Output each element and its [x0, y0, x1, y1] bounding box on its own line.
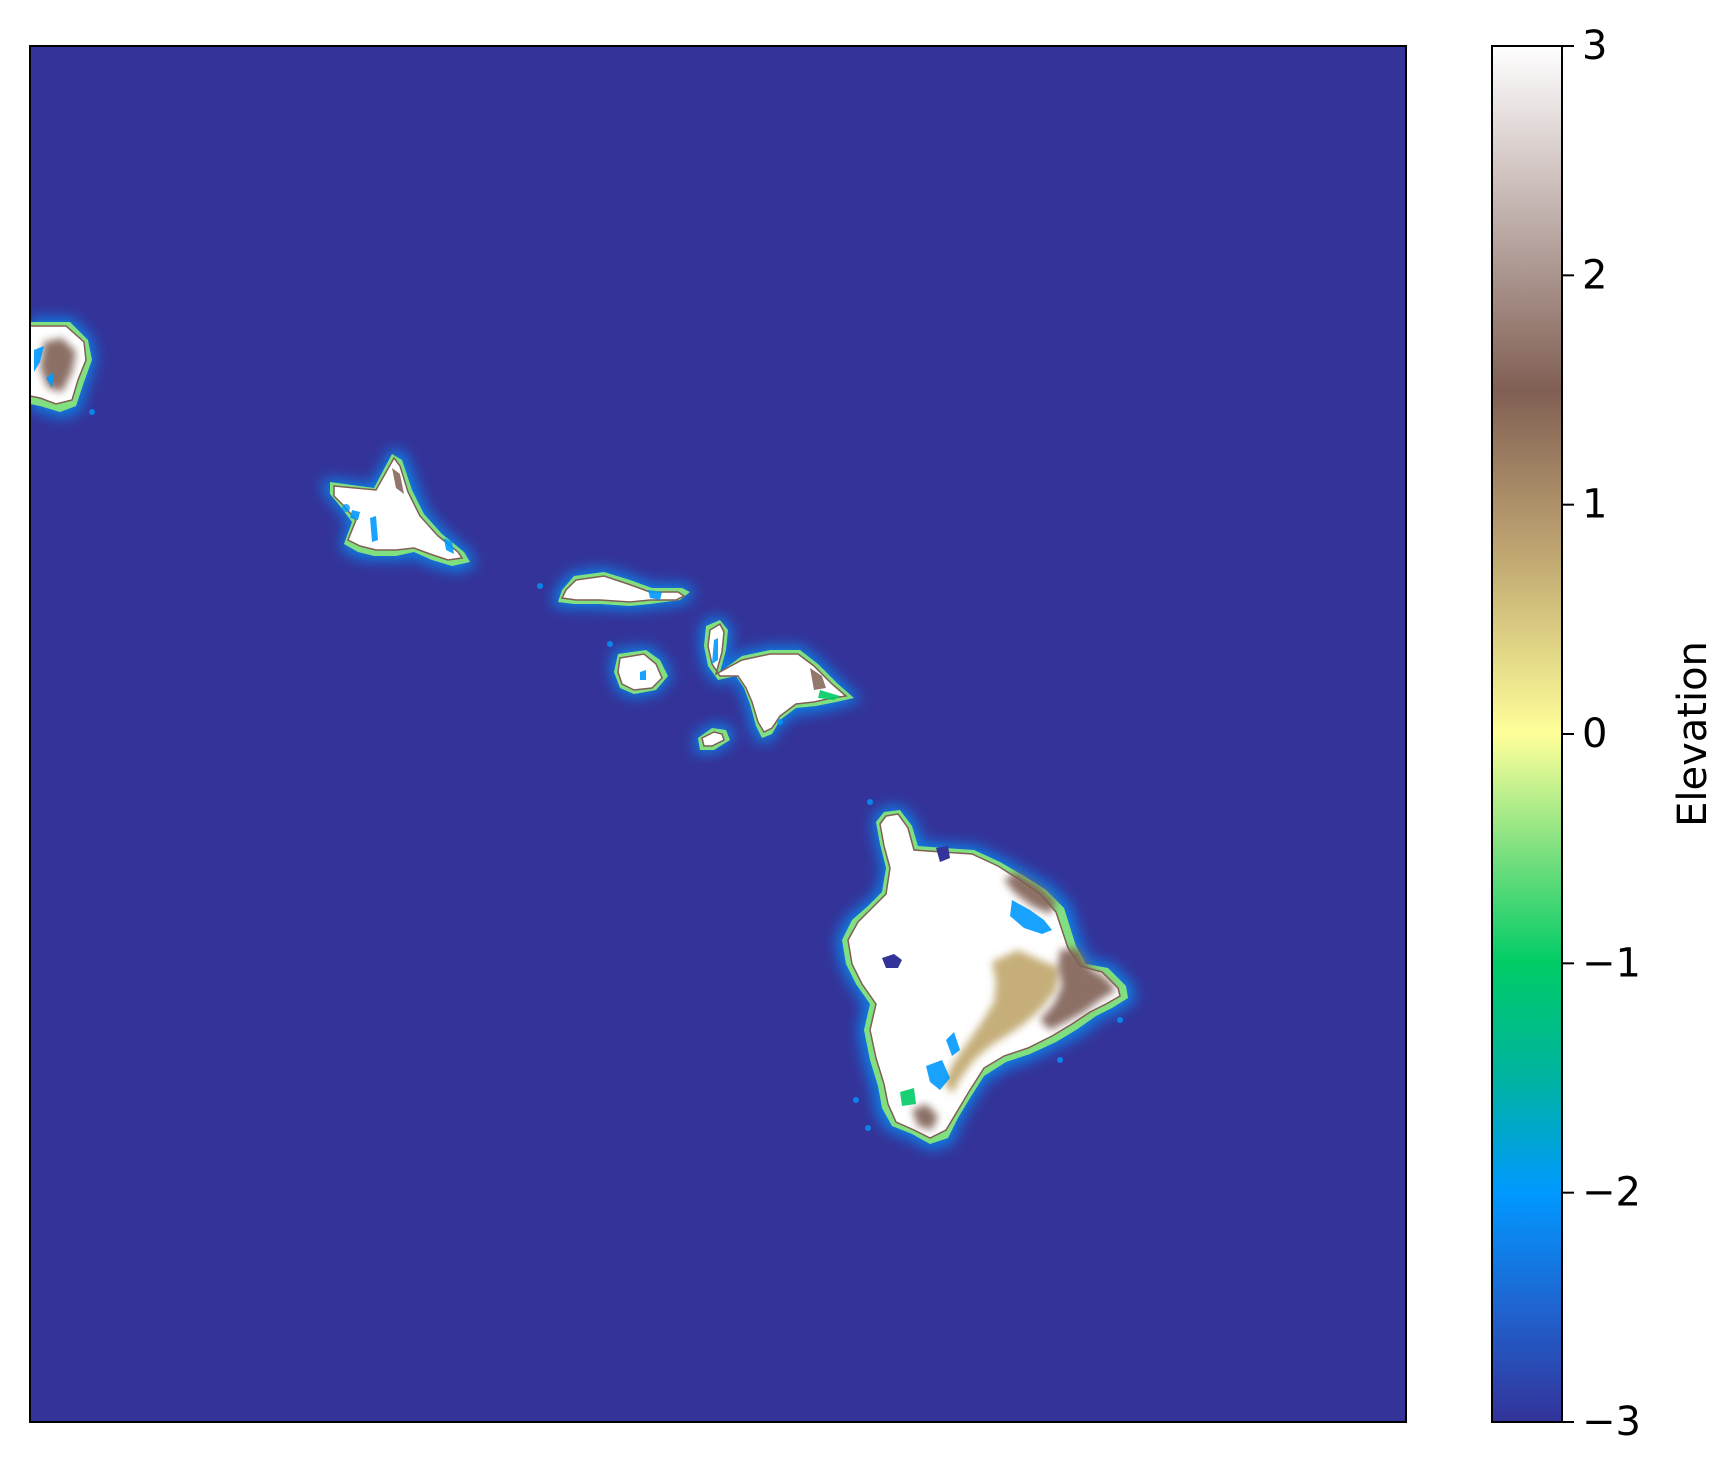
colorbar-tick-label: −1 — [1582, 940, 1641, 986]
colorbar-tick-label: 0 — [1582, 711, 1607, 757]
colorbar-label: Elevation — [1670, 641, 1716, 827]
colorbar-tick-label: 1 — [1582, 482, 1607, 528]
map-frame — [29, 45, 1407, 1423]
colorbar-tick-label: −3 — [1582, 1399, 1641, 1445]
island-kahoolawe — [694, 724, 734, 754]
colorbar-tick-label: 2 — [1582, 252, 1607, 298]
shelf-speckles — [89, 409, 1123, 1131]
colorbar-fill — [1492, 46, 1562, 1422]
island-oahu — [324, 448, 476, 572]
colorbar-tick-label: 3 — [1582, 23, 1607, 69]
colorbar: 3 2 1 0 −1 −2 −3 Elevation — [1491, 23, 1716, 1445]
island-lanai — [610, 646, 672, 698]
colorbar-tick-label: −2 — [1582, 1170, 1641, 1216]
colorbar-ticks: 3 2 1 0 −1 −2 −3 — [1562, 23, 1641, 1445]
island-hawaii — [836, 806, 1136, 1150]
map-panel — [29, 45, 1407, 1423]
islands-layer — [30, 318, 1136, 1150]
island-molokai — [552, 568, 696, 610]
island-kauai — [30, 318, 96, 418]
island-maui — [700, 616, 862, 744]
